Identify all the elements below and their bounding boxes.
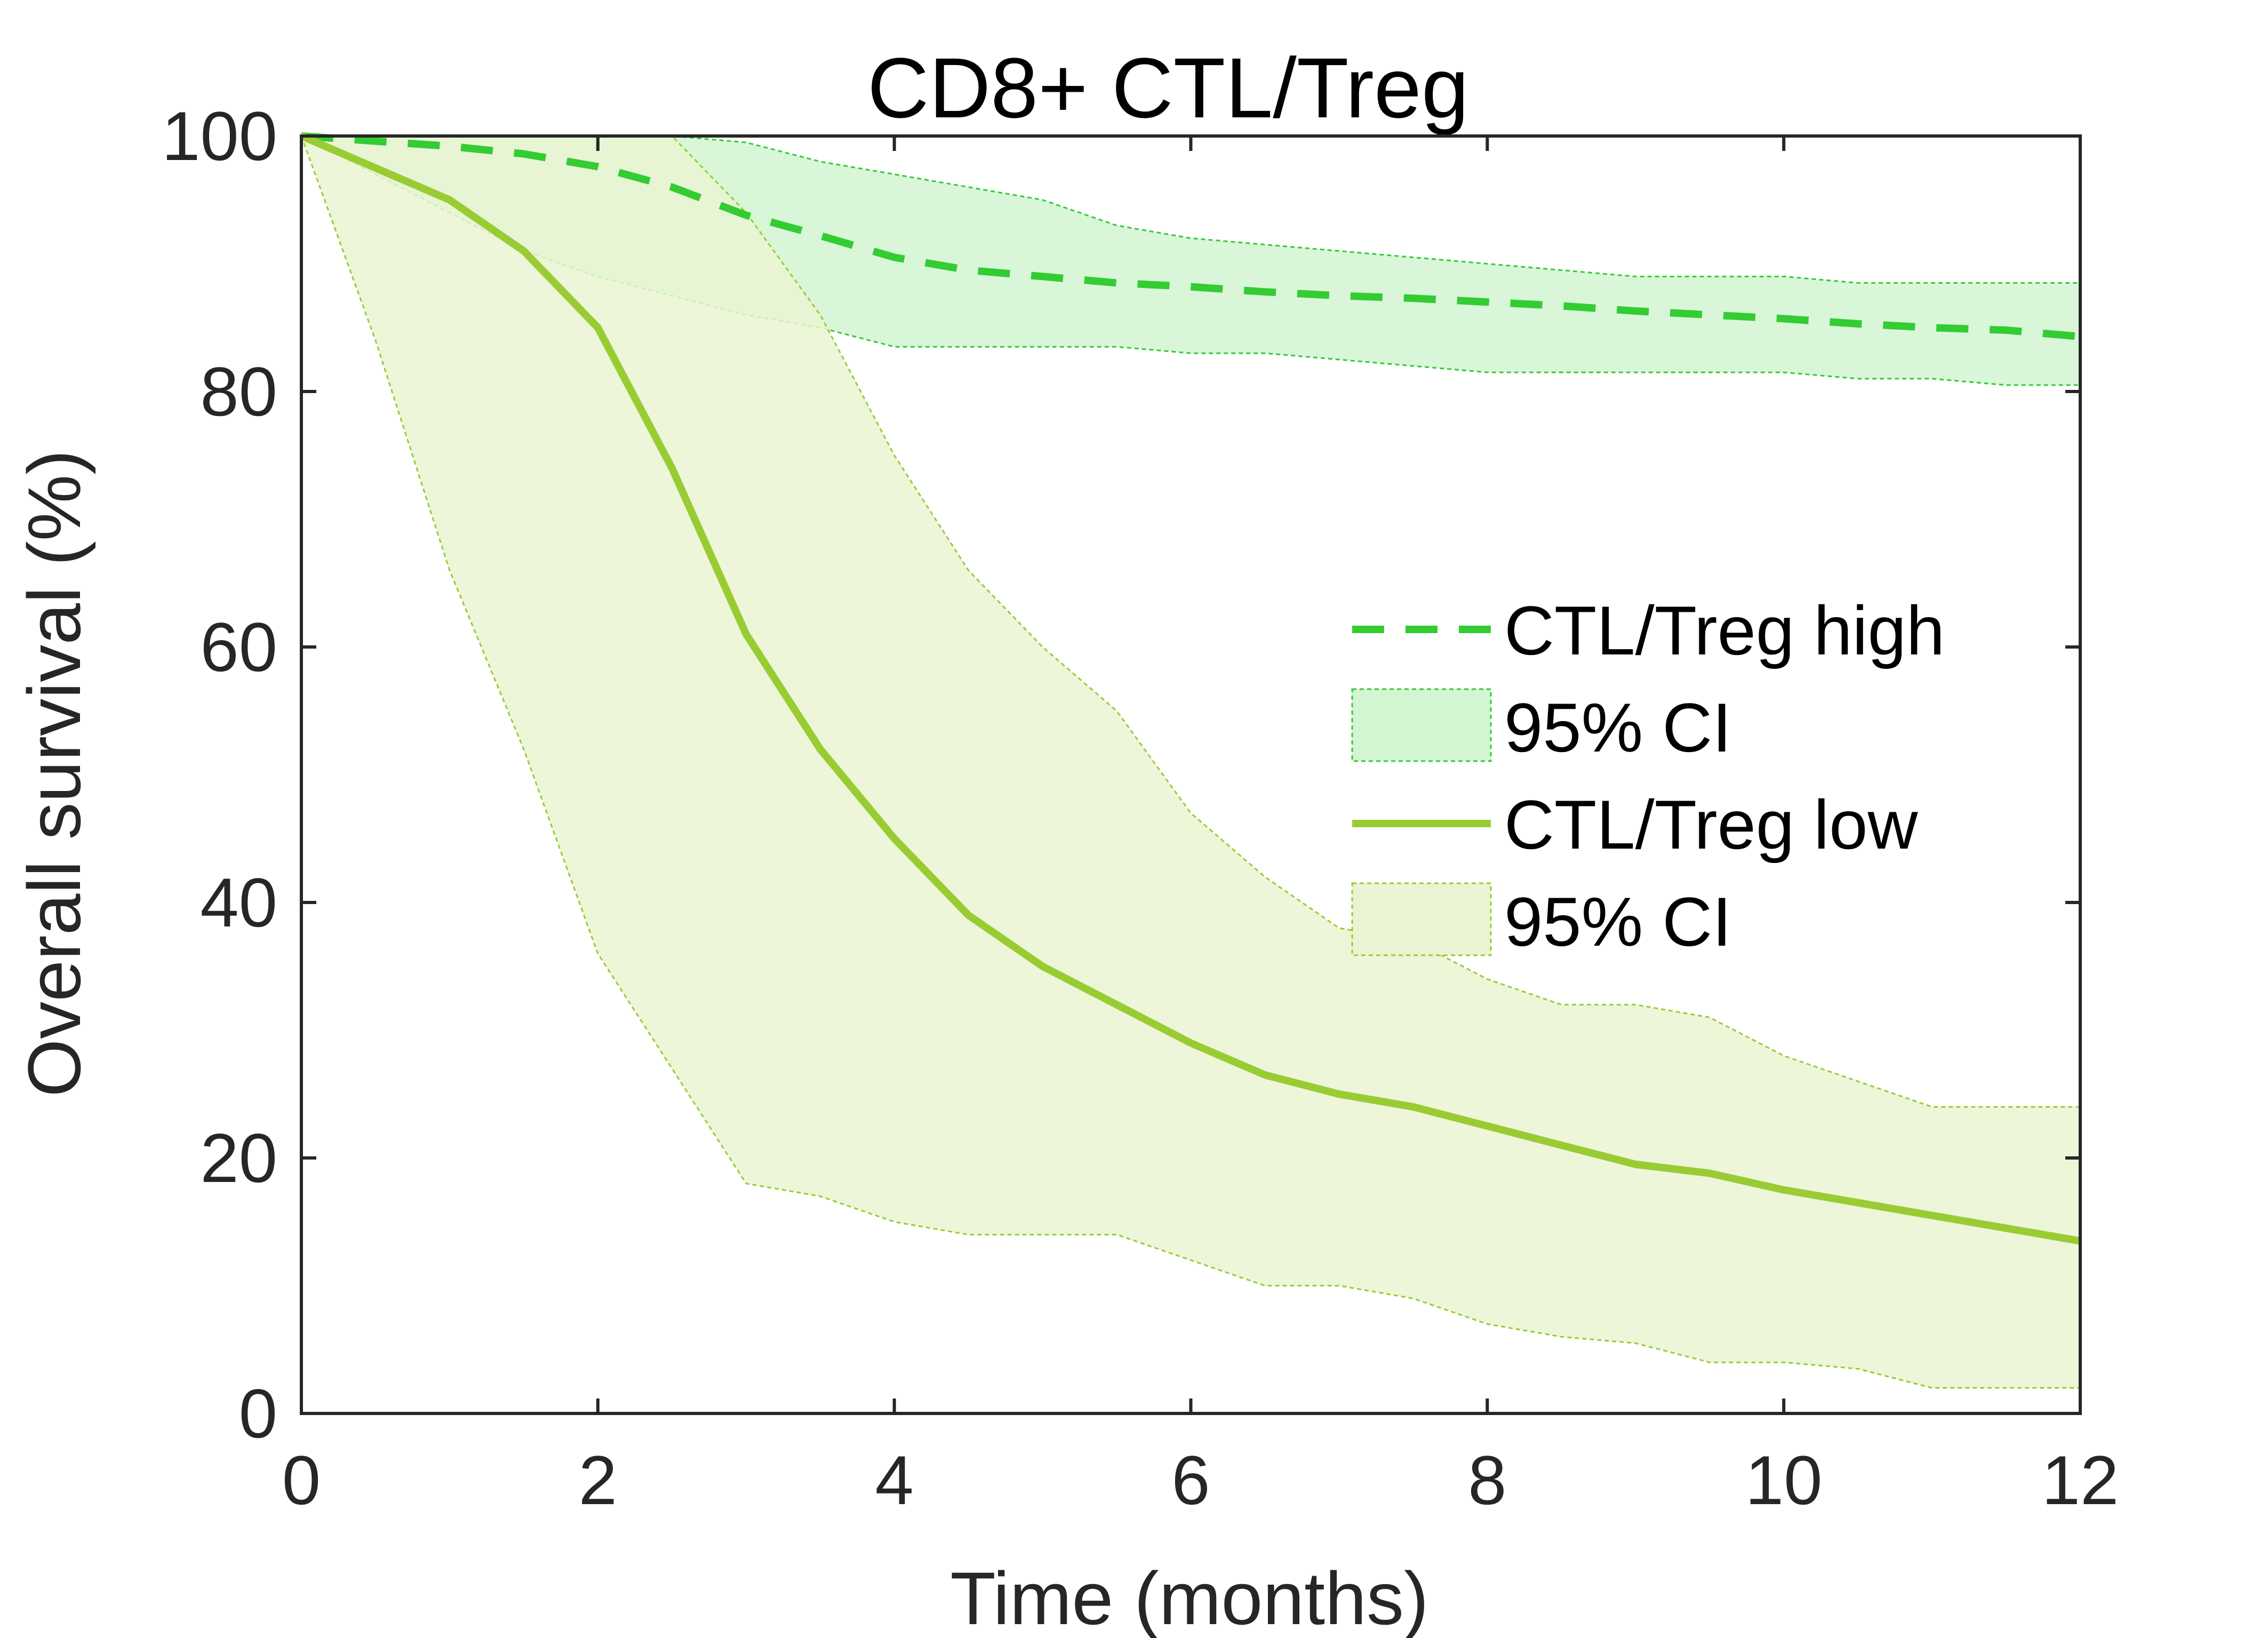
x-tick-label: 6 bbox=[1171, 1441, 1210, 1519]
ci-band-1 bbox=[301, 136, 2080, 385]
series-line-1 bbox=[301, 132, 2081, 340]
legend-label: CTL/Treg low bbox=[1504, 786, 1918, 864]
ci-band-1-upper bbox=[301, 135, 2080, 284]
survival-lines bbox=[300, 132, 2081, 1245]
ci-band-2 bbox=[301, 136, 2080, 1388]
legend: CTL/Treg high 95% CI CTL/Treg low 95% CI bbox=[1351, 592, 1945, 961]
y-tick-label: 100 bbox=[162, 97, 277, 175]
chart-title: CD8+ CTL/Treg bbox=[867, 40, 1469, 135]
axis-ticks: 0 2 4 6 8 10 12 0 20 40 60 80 100 bbox=[162, 97, 2119, 1519]
legend-label: 95% CI bbox=[1504, 883, 1731, 961]
legend-label: CTL/Treg high bbox=[1504, 592, 1945, 669]
confidence-bands bbox=[300, 135, 2080, 1389]
legend-swatch-ci-2 bbox=[1351, 882, 1492, 956]
y-tick-label: 40 bbox=[200, 864, 277, 941]
y-tick-label: 0 bbox=[239, 1375, 277, 1452]
x-tick-label: 4 bbox=[875, 1441, 914, 1519]
y-tick-label: 80 bbox=[200, 353, 277, 430]
x-tick-label: 8 bbox=[1468, 1441, 1506, 1519]
y-tick-label: 60 bbox=[200, 608, 277, 686]
x-tick-label: 0 bbox=[282, 1441, 321, 1519]
x-tick-label: 2 bbox=[579, 1441, 617, 1519]
ci-band-2-lower bbox=[300, 135, 2080, 1389]
y-axis-label: Overall survival (%) bbox=[12, 450, 96, 1097]
x-tick-label: 10 bbox=[1745, 1441, 1823, 1519]
x-axis-label: Time (months) bbox=[950, 1556, 1428, 1638]
x-tick-label: 12 bbox=[2042, 1441, 2119, 1519]
series-line-2 bbox=[300, 132, 2081, 1245]
y-tick-label: 20 bbox=[200, 1119, 277, 1197]
legend-swatch-ci-1 bbox=[1351, 688, 1492, 762]
legend-label: 95% CI bbox=[1504, 689, 1731, 766]
